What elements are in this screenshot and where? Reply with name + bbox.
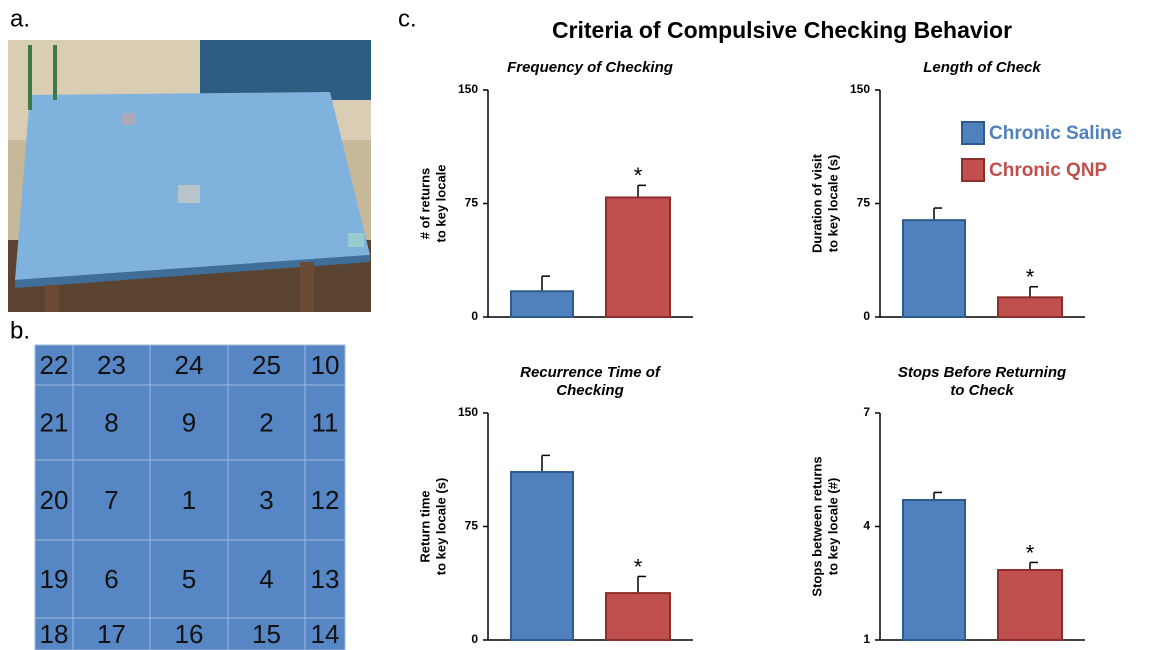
y-axis-label: to key locale (s) <box>825 155 840 253</box>
grid-number: 3 <box>259 485 273 515</box>
grid-number: 16 <box>175 619 204 649</box>
y-tick-label: 75 <box>465 519 479 533</box>
chart-title: Length of Check <box>923 59 1041 76</box>
significance-label: * <box>1026 265 1035 290</box>
significance-label: * <box>634 163 643 188</box>
legend-label: Chronic Saline <box>989 123 1122 144</box>
grid-number: 21 <box>40 407 69 437</box>
bar <box>998 570 1062 640</box>
y-tick-label: 7 <box>863 405 870 419</box>
photo <box>8 40 371 312</box>
grid-number: 5 <box>182 564 196 594</box>
chart-title: Stops Before Returning <box>898 364 1066 381</box>
grid-number: 13 <box>311 564 340 594</box>
grid-number: 18 <box>40 619 69 649</box>
y-axis-label: to key locale <box>433 164 448 242</box>
bar <box>511 291 573 317</box>
y-tick-label: 0 <box>471 632 478 646</box>
y-tick-label: 150 <box>850 82 870 96</box>
significance-label: * <box>1026 540 1035 565</box>
grid-number: 14 <box>311 619 340 649</box>
grid-number: 10 <box>311 350 340 380</box>
y-axis-label: # of returns <box>417 168 432 240</box>
grid-number: 6 <box>104 564 118 594</box>
y-axis-label: to key locale (#) <box>825 478 840 576</box>
grid-number: 9 <box>182 407 196 437</box>
grid-number: 17 <box>97 619 126 649</box>
chart-title: Frequency of Checking <box>507 59 673 76</box>
grid-number: 12 <box>311 485 340 515</box>
grid-number: 23 <box>97 350 126 380</box>
chart-title: to Check <box>950 382 1014 399</box>
y-tick-label: 75 <box>465 196 479 210</box>
grid-number: 2 <box>259 407 273 437</box>
panel-label: c. <box>398 5 417 32</box>
grid-number: 1 <box>182 485 196 515</box>
grid-number: 25 <box>252 350 281 380</box>
significance-label: * <box>634 554 643 579</box>
bar <box>998 297 1062 317</box>
panel-label: a. <box>10 5 30 32</box>
grid-number: 15 <box>252 619 281 649</box>
y-tick-label: 150 <box>458 82 478 96</box>
y-tick-label: 0 <box>471 309 478 323</box>
chart-title: Checking <box>556 382 624 399</box>
chart-title: Recurrence Time of <box>520 364 662 381</box>
legend-swatch <box>962 122 984 144</box>
panel-label: b. <box>10 317 30 344</box>
grid-number: 19 <box>40 564 69 594</box>
bar <box>903 220 965 317</box>
grid-number: 22 <box>40 350 69 380</box>
legend-label: Chronic QNP <box>989 160 1108 181</box>
bar <box>606 593 670 640</box>
grid-number: 4 <box>259 564 273 594</box>
y-tick-label: 0 <box>863 309 870 323</box>
grid-number: 7 <box>104 485 118 515</box>
y-tick-label: 75 <box>857 196 871 210</box>
y-axis-label: to key locale (s) <box>433 478 448 576</box>
bar <box>511 472 573 640</box>
legend-swatch <box>962 159 984 181</box>
y-axis-label: Stops between returns <box>809 456 824 596</box>
y-axis-label: Return time <box>417 490 432 562</box>
grid-number: 11 <box>312 407 339 437</box>
y-tick-label: 1 <box>863 632 870 646</box>
grid-number: 8 <box>104 407 118 437</box>
grid-number: 20 <box>40 485 69 515</box>
grid-number: 24 <box>175 350 204 380</box>
bar <box>903 500 965 640</box>
y-tick-label: 150 <box>458 405 478 419</box>
figure-title: Criteria of Compulsive Checking Behavior <box>552 17 1012 43</box>
y-tick-label: 4 <box>863 519 870 533</box>
figure: a. b. c. Criteria of Compulsive Checking… <box>0 0 1157 650</box>
bar <box>606 197 670 317</box>
y-axis-label: Duration of visit <box>809 153 824 253</box>
